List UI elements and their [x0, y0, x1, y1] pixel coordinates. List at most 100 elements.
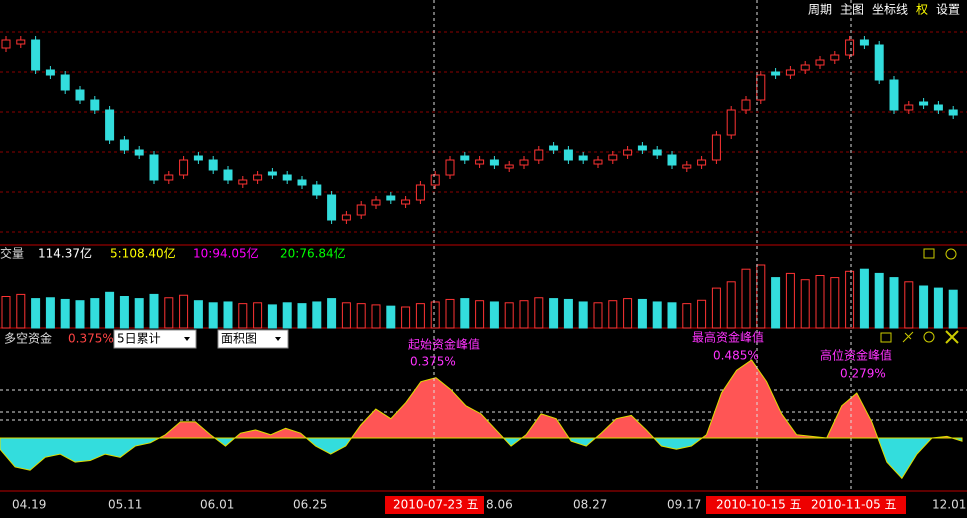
volume-bar — [519, 300, 529, 329]
toolbar-item[interactable]: 设置 — [936, 3, 960, 17]
candle-body — [90, 99, 100, 111]
toolbar-item[interactable]: 坐标线 — [872, 3, 908, 17]
volume-bar — [401, 306, 411, 329]
volume-bar — [179, 294, 189, 329]
candle-body — [578, 155, 588, 161]
volume-bar — [948, 289, 958, 329]
volume-ma5: 5:108.40亿 — [110, 246, 176, 261]
volume-bar — [90, 298, 100, 329]
candle-body — [1, 39, 11, 49]
volume-bar — [193, 300, 203, 329]
volume-bar — [386, 305, 396, 329]
volume-bar — [489, 301, 499, 329]
toolbar-item[interactable]: 主图 — [840, 3, 864, 17]
volume-bar — [105, 291, 115, 329]
candle-body — [312, 184, 322, 196]
date-axis: 04.19 05.11 06.01 06.25 2010-07-23 五 8.0… — [12, 496, 966, 514]
annotation-title: 高位资金峰值 — [820, 348, 892, 363]
volume-bar — [859, 268, 869, 329]
volume-bar — [415, 303, 425, 329]
candle-body — [341, 214, 351, 221]
price-grid — [0, 31, 967, 233]
candle-body — [401, 199, 411, 205]
candle-body — [134, 149, 144, 156]
candle-body — [445, 159, 455, 176]
candle-body — [549, 145, 559, 151]
candle-body — [489, 159, 499, 166]
volume-bar — [460, 298, 470, 329]
candle-body — [682, 164, 692, 169]
candle-body — [741, 99, 751, 111]
volume-bar — [874, 272, 884, 329]
period-dropdown[interactable] — [113, 329, 197, 349]
candle-body — [623, 149, 633, 156]
candle-body — [859, 39, 869, 46]
volume-bar — [430, 301, 440, 329]
candle-body — [637, 145, 647, 151]
marks — [0, 36, 963, 480]
toolbar-item[interactable]: 周期 — [808, 3, 832, 17]
volume-bar — [31, 298, 41, 329]
candle-body — [815, 59, 825, 66]
date-highlight-label: 2010-07-23 五 — [393, 498, 479, 512]
volume-bar — [341, 302, 351, 329]
candle-body — [179, 159, 189, 176]
date-highlight — [385, 496, 484, 514]
candle-body — [164, 174, 174, 181]
volume-bar — [208, 302, 218, 329]
candle-body — [149, 154, 159, 181]
volume-bar — [830, 277, 840, 329]
volume-bar — [756, 264, 766, 329]
style-dropdown[interactable] — [217, 329, 289, 349]
date-label: 12.01 — [932, 498, 966, 512]
candle-body — [874, 44, 884, 81]
volume-total: 114.37亿 — [38, 246, 92, 261]
date-label: 09.17 — [667, 498, 701, 512]
candle-body — [593, 159, 603, 165]
volume-label: 交量 — [0, 246, 24, 261]
volume-bar — [711, 287, 721, 329]
volume-bar — [60, 298, 70, 329]
volume-bar — [578, 301, 588, 329]
annotation-value: 0.279% — [840, 367, 886, 381]
candle-body — [519, 159, 529, 166]
volume-bar — [771, 277, 781, 329]
panel-icon[interactable] — [880, 332, 892, 343]
candle-body — [356, 204, 366, 216]
volume-bar — [697, 299, 707, 329]
panel-icon[interactable] — [902, 331, 914, 343]
volume-bar — [889, 277, 899, 329]
annotation-value: 0.375% — [410, 355, 456, 369]
panel-icon[interactable] — [923, 248, 935, 259]
panel-icon[interactable] — [923, 331, 935, 343]
volume-bar — [282, 302, 292, 329]
close-icon[interactable] — [945, 330, 959, 344]
candle-body — [534, 149, 544, 161]
candle-body — [904, 104, 914, 111]
volume-bar — [312, 301, 322, 329]
date-highlight-label: 2010-11-05 五 — [811, 498, 897, 512]
candle-body — [430, 174, 440, 186]
candle-body — [785, 69, 795, 76]
candle-body — [845, 39, 855, 56]
fund-label: 多空资金 — [4, 331, 52, 346]
cursor-lines — [433, 0, 852, 491]
toolbar-item[interactable]: 权 — [916, 3, 928, 17]
fund-header: 多空资金 0.375% 5日累计 面积图 — [4, 329, 959, 349]
volume-bar — [608, 300, 618, 329]
candle-body — [460, 155, 470, 161]
volume-bar — [164, 297, 174, 329]
candle-body — [726, 109, 736, 136]
volume-bar — [445, 298, 455, 329]
volume-bar — [149, 293, 159, 329]
panel-icon[interactable] — [945, 248, 957, 260]
candle-body — [208, 159, 218, 171]
date-label: 05.11 — [108, 498, 142, 512]
volume-bar — [253, 302, 263, 329]
volume-bar — [356, 303, 366, 329]
date-label: 08.27 — [573, 498, 607, 512]
candle-body — [327, 194, 337, 221]
volume-bar — [504, 302, 514, 329]
candle-body — [253, 174, 263, 181]
